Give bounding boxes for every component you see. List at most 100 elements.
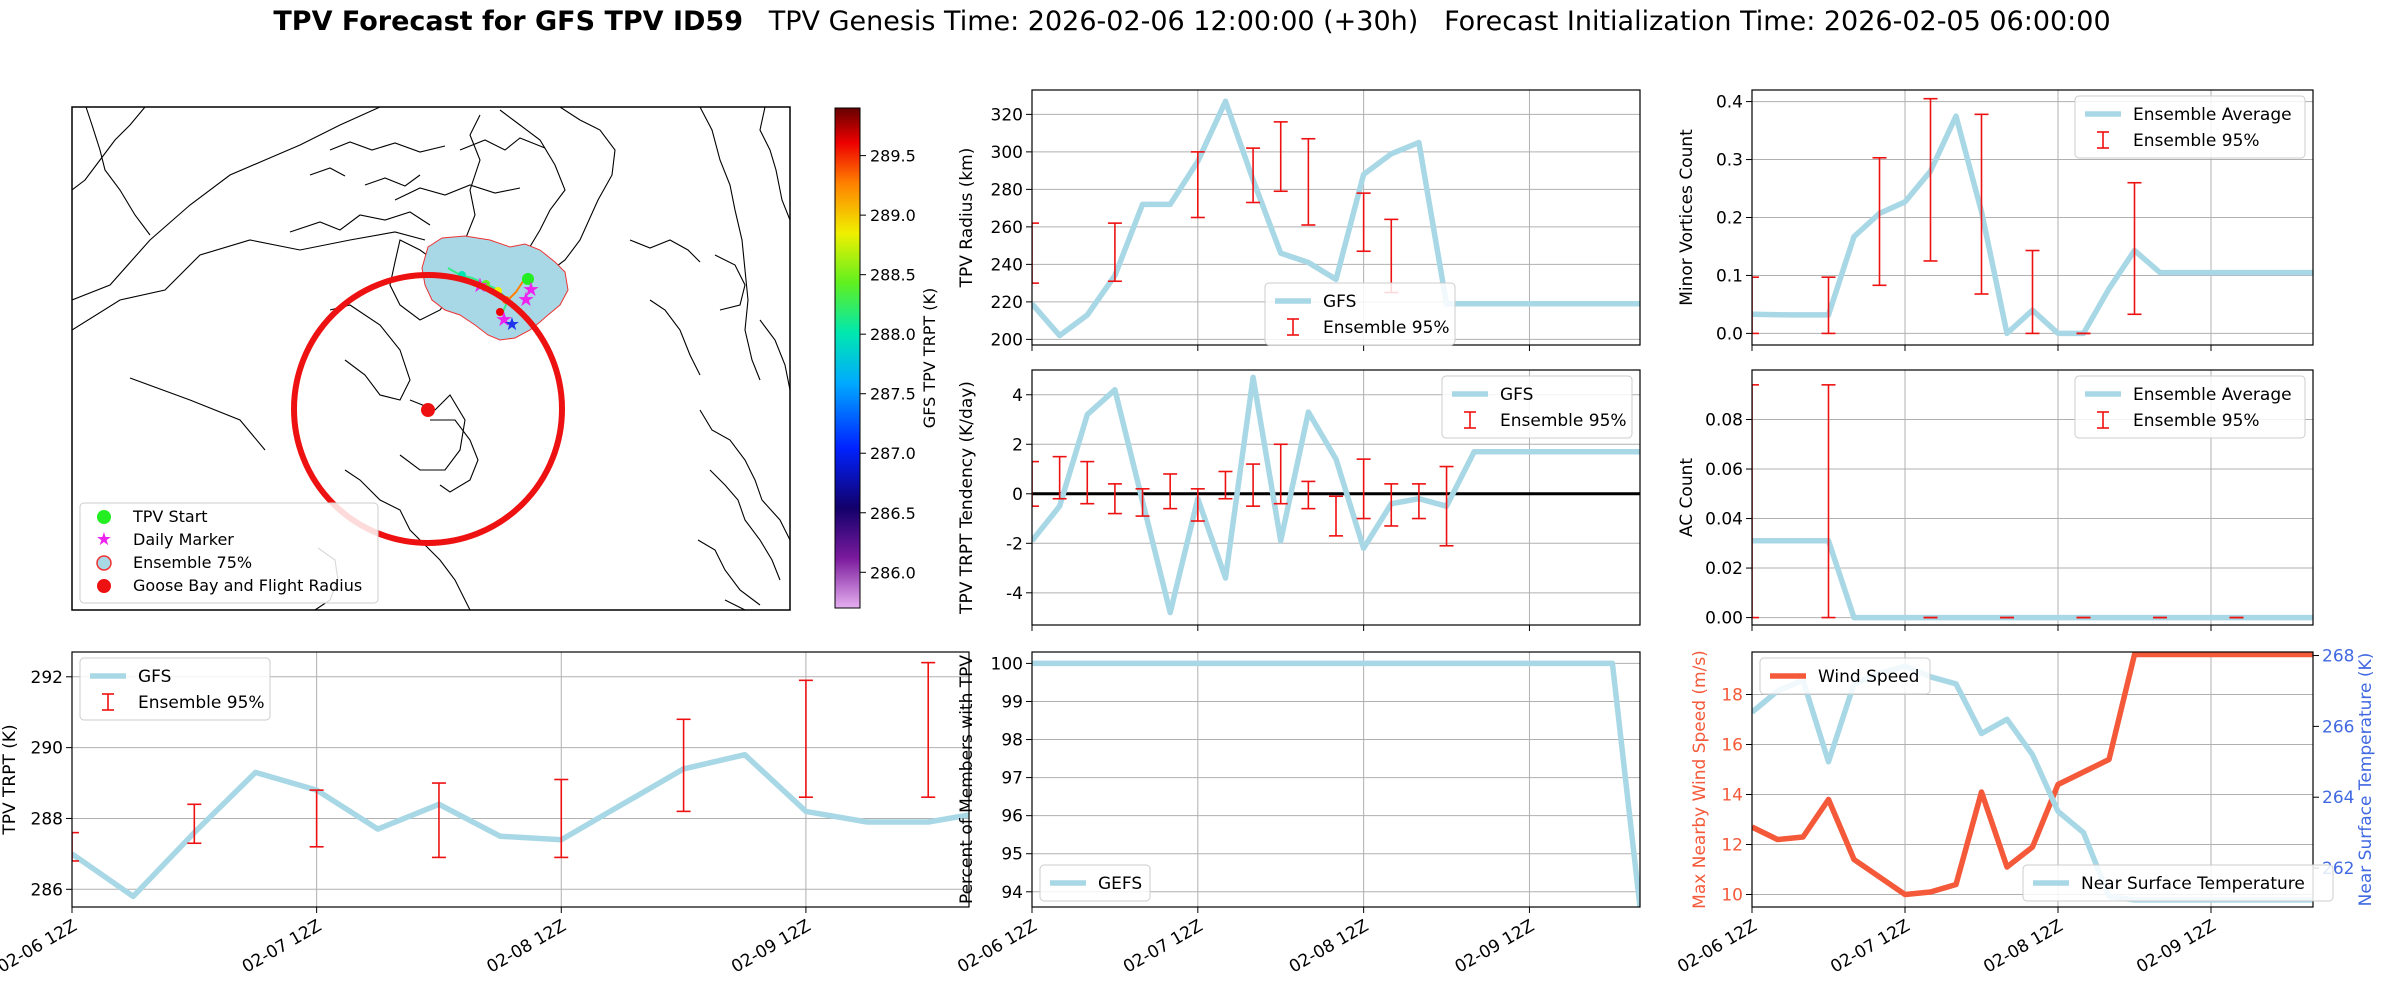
legend: Ensemble Average Ensemble 95% <box>2074 375 2306 439</box>
legend-box <box>1264 282 1456 346</box>
ensemble-errorbar <box>1163 473 1178 510</box>
y-tick-label: 98 <box>1001 731 1023 751</box>
legend-marker-label: Daily Marker <box>133 530 234 549</box>
ensemble-errorbar <box>1384 483 1399 527</box>
y-tick-label: 288 <box>31 809 63 829</box>
y-tick-label: 0.0 <box>1716 324 1743 344</box>
legend-box <box>1441 375 1633 439</box>
y-tick-label: 14 <box>1721 786 1743 806</box>
axes-frame <box>1031 369 1641 626</box>
colorbar-tick-label: 289.0 <box>870 206 916 225</box>
y-tick-label: 10 <box>1721 886 1743 906</box>
y-tick-label: 0.2 <box>1716 209 1743 229</box>
x-tick-label: 02-06 12Z <box>954 916 1040 977</box>
chart-wind: 10 12 14 16 18 02-06 12Z 02-07 12Z 02-08 12Z 02-… <box>1674 647 2376 978</box>
legend-box <box>2074 375 2306 439</box>
y-axis-label: Percent of Members with TPV <box>957 655 977 904</box>
axes-frame <box>1751 369 2314 626</box>
daily-marker-star: ★ <box>495 307 513 331</box>
y-tick-label: 0.00 <box>1705 609 1743 629</box>
colorbar-label: GFS TPV TRPT (K) <box>920 288 939 428</box>
y-tick-label: -2 <box>1006 534 1023 554</box>
y-axis-label: AC Count <box>1677 458 1697 537</box>
y-tick-label: 220 <box>991 293 1023 313</box>
ensemble-errorbar <box>72 831 79 862</box>
ensemble-errorbar <box>1301 480 1316 510</box>
ensemble-errorbar <box>1273 121 1288 193</box>
y-tick-label: 94 <box>1001 883 1023 903</box>
y-axis-label: TPV Radius (km) <box>957 148 977 289</box>
ensemble-errorbar <box>1273 443 1288 505</box>
x-tick-label: 02-07 12Z <box>239 916 325 977</box>
colorbar-tick-label: 286.0 <box>870 563 916 582</box>
y2-tick-label: 264 <box>2322 788 2354 808</box>
legend: Near Surface Temperature <box>2022 864 2334 902</box>
plot-area <box>1032 374 1640 616</box>
ensemble-errorbar <box>1052 455 1067 500</box>
legend-start-label: TPV Start <box>132 507 208 526</box>
legend: GFS Ensemble 95% <box>1264 282 1456 346</box>
ensemble-errorbar <box>1923 97 1938 262</box>
x-tick-label: 02-06 12Z <box>0 916 81 977</box>
ensemble-errorbar <box>1439 465 1454 547</box>
x-tick-label: 02-09 12Z <box>1452 916 1538 977</box>
y-tick-label: 4 <box>1012 386 1023 406</box>
ensemble-errorbar <box>309 789 324 848</box>
ensemble-errorbar <box>1032 222 1039 284</box>
axes-frame <box>71 651 970 908</box>
legend-box <box>2074 95 2306 159</box>
legend-marker-icon: ★ <box>96 529 112 550</box>
chart-radius: 200 220 240 260 280 300 320 TPV Radius (km) GFS E… <box>957 89 1641 351</box>
legend-label: GFS <box>1323 292 1356 312</box>
ensemble-errorbar <box>2025 249 2040 335</box>
daily-markers: ★ ★ ★ ★ <box>471 273 540 331</box>
x-tick-label: 02-09 12Z <box>728 916 814 977</box>
ensemble-errorbar <box>187 803 202 845</box>
legend-label: Ensemble 95% <box>1323 318 1450 338</box>
title-init: Forecast Initialization Time: 2026-02-05… <box>1444 6 2111 37</box>
ensemble-errorbar <box>1107 483 1122 515</box>
y2-tick-label: 268 <box>2322 647 2354 667</box>
ensemble-errorbar <box>1190 488 1205 522</box>
y-tick-label: -4 <box>1006 584 1023 604</box>
colorbar-tick-label: 287.5 <box>870 385 916 404</box>
axes-frame <box>1031 651 1641 908</box>
ensemble-errorbar <box>1246 463 1261 507</box>
legend-box <box>1039 864 1151 902</box>
goose-bay-flight-radius <box>291 272 565 546</box>
legend-start-icon <box>97 510 111 524</box>
ensemble-errorbar <box>1301 137 1316 226</box>
y-tick-label: 0.4 <box>1716 93 1743 113</box>
ensemble-errorbar <box>1032 460 1039 507</box>
ensemble-errorbar <box>1752 384 1759 619</box>
legend-box <box>79 657 271 721</box>
ensemble-errorbar <box>1384 218 1399 294</box>
ensemble-errorbar <box>1329 495 1343 537</box>
x-tick-label: 02-07 12Z <box>1827 916 1913 977</box>
legend-label: GFS <box>138 667 171 687</box>
series-line-gfs <box>1032 374 1640 616</box>
y-tick-label: 292 <box>31 668 63 688</box>
y-tick-label: 286 <box>31 880 63 900</box>
legend-label: Ensemble Average <box>2133 105 2292 125</box>
colorbar-ticks: 286.0 286.5 287.0 287.5 288.0 288.5 289.0 289.5 <box>860 147 916 582</box>
y-tick-label: 16 <box>1721 736 1743 756</box>
y-tick-label: 0.08 <box>1705 411 1743 431</box>
tpv-start-point <box>522 273 534 285</box>
y-tick-label: 280 <box>991 180 1023 200</box>
figure-title: TPV Forecast for GFS TPV ID59 TPV Genesi… <box>0 6 2384 37</box>
ensemble-errorbar <box>1411 483 1426 520</box>
y2-axis-label: Near Surface Temperature (K) <box>2356 653 2376 907</box>
x-tick-label: 02-09 12Z <box>2133 916 2219 977</box>
x-tick-label: 02-07 12Z <box>1120 916 1206 977</box>
series-line-gefs <box>1032 660 1640 907</box>
chart-minor: 0.0 0.1 0.2 0.3 0.4 Minor Vortices Count Ensem… <box>1677 89 2314 351</box>
y-tick-label: 99 <box>1001 692 1023 712</box>
legend-box <box>1759 657 1931 695</box>
colorbar-tick-label: 287.0 <box>870 444 916 463</box>
colorbar-tick-label: 288.5 <box>870 266 916 285</box>
y-tick-label: 2 <box>1012 435 1023 455</box>
y-tick-label: 200 <box>991 330 1023 350</box>
ensemble-errorbar <box>1246 147 1261 204</box>
chart-percent: 94 95 96 97 98 99 100 02-06 12Z 02-07 12Z 02-08 1… <box>954 651 1641 977</box>
